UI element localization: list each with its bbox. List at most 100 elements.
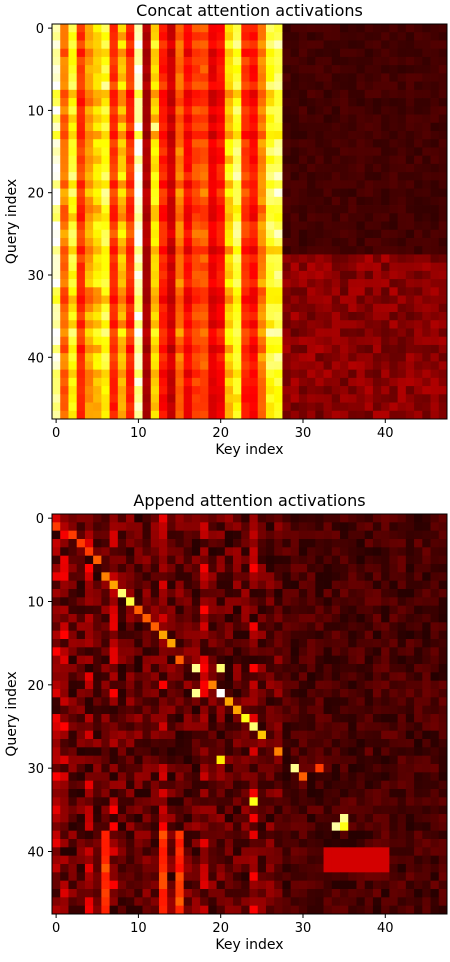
heatmap-cell (142, 764, 152, 773)
heatmap-cell (134, 279, 143, 288)
heatmap-cell (282, 822, 292, 832)
heatmap-cell (191, 839, 201, 848)
heatmap-cell (233, 73, 242, 83)
heatmap-cell (307, 689, 316, 698)
heatmap-cell (298, 155, 308, 165)
heatmap-cell (167, 580, 176, 590)
heatmap-cell (52, 764, 61, 773)
heatmap-cell (158, 353, 168, 362)
heatmap-cell (101, 229, 111, 239)
heatmap-cell (315, 614, 324, 623)
heatmap-cell (150, 789, 160, 798)
heatmap-cell (224, 547, 234, 557)
heatmap-cell (208, 188, 217, 198)
heatmap-cell (109, 564, 119, 573)
heatmap-cell (356, 106, 366, 115)
heatmap-cell (175, 522, 185, 532)
heatmap-cell (158, 361, 168, 371)
heatmap-cell (331, 237, 341, 247)
heatmap-cell (364, 32, 374, 41)
heatmap-cell (438, 839, 448, 848)
heatmap-cell (381, 402, 390, 412)
heatmap-cell (126, 572, 135, 582)
heatmap-cell (414, 630, 423, 640)
heatmap-cell (216, 880, 226, 890)
heatmap-cell (323, 830, 333, 840)
heatmap-cell (216, 205, 226, 214)
heatmap-cell (216, 24, 226, 33)
heatmap-cell (60, 336, 69, 346)
heatmap-cell (52, 839, 61, 848)
heatmap-cell (117, 336, 127, 346)
heatmap-cell (257, 328, 267, 338)
heatmap-cell (191, 89, 201, 99)
heatmap-cell (389, 89, 399, 99)
heatmap-cell (150, 614, 160, 623)
heatmap-cell (257, 386, 267, 395)
heatmap-cell (109, 764, 119, 773)
heatmap-cell (438, 40, 448, 50)
heatmap-cell (60, 730, 69, 740)
heatmap-cell (422, 246, 431, 255)
heatmap-cell (93, 98, 102, 107)
heatmap-cell (389, 705, 399, 715)
heatmap-cell (405, 897, 415, 907)
heatmap-cell (405, 797, 415, 807)
heatmap-cell (249, 780, 259, 790)
heatmap-cell (356, 839, 366, 848)
heatmap-cell (307, 287, 316, 296)
heatmap-cell (290, 739, 300, 748)
heatmap-cell (142, 855, 152, 865)
heatmap-cell (364, 905, 374, 915)
heatmap-cell (364, 722, 374, 732)
heatmap-cell (93, 630, 102, 640)
heatmap-cell (290, 130, 300, 140)
heatmap-cell (372, 377, 382, 387)
heatmap-cell (282, 730, 292, 740)
heatmap-cell (323, 377, 333, 387)
heatmap-cell (52, 262, 61, 272)
heatmap-cell (282, 172, 292, 181)
heatmap-cell (68, 889, 78, 898)
heatmap-cell (126, 188, 135, 198)
heatmap-cell (76, 755, 86, 765)
heatmap-cell (397, 614, 407, 623)
heatmap-cell (315, 394, 324, 403)
heatmap-cell (224, 32, 234, 41)
heatmap-cell (101, 905, 111, 915)
heatmap-cell (414, 530, 423, 540)
heatmap-cell (142, 539, 152, 548)
heatmap-cell (167, 630, 176, 640)
heatmap-cell (405, 680, 415, 690)
heatmap-cell (282, 213, 292, 222)
heatmap-cell (364, 246, 374, 255)
heatmap-cell (438, 747, 448, 757)
heatmap-cell (208, 262, 217, 272)
heatmap-cell (315, 839, 324, 848)
heatmap-cell (323, 213, 333, 222)
heatmap-cell (331, 580, 341, 590)
heatmap-cell (323, 847, 333, 857)
heatmap-cell (298, 213, 308, 222)
heatmap-cell (430, 344, 440, 354)
heatmap-cell (331, 295, 341, 305)
heatmap-cell (414, 386, 423, 395)
heatmap-cell (414, 312, 423, 321)
heatmap-cell (158, 555, 168, 565)
heatmap-cell (200, 237, 209, 247)
heatmap-cell (315, 410, 324, 420)
heatmap-cell (340, 130, 349, 140)
heatmap-cell (117, 805, 127, 815)
heatmap-cell (414, 48, 423, 58)
heatmap-cell (381, 772, 390, 782)
heatmap-cell (389, 697, 399, 707)
heatmap-cell (241, 369, 250, 379)
heatmap-cell (364, 40, 374, 50)
heatmap-cell (60, 647, 69, 657)
heatmap-cell (372, 672, 382, 682)
heatmap-cell (76, 589, 86, 598)
heatmap-cell (249, 722, 259, 732)
heatmap-cell (315, 303, 324, 313)
heatmap-cell (282, 747, 292, 757)
heatmap-cell (68, 229, 78, 239)
